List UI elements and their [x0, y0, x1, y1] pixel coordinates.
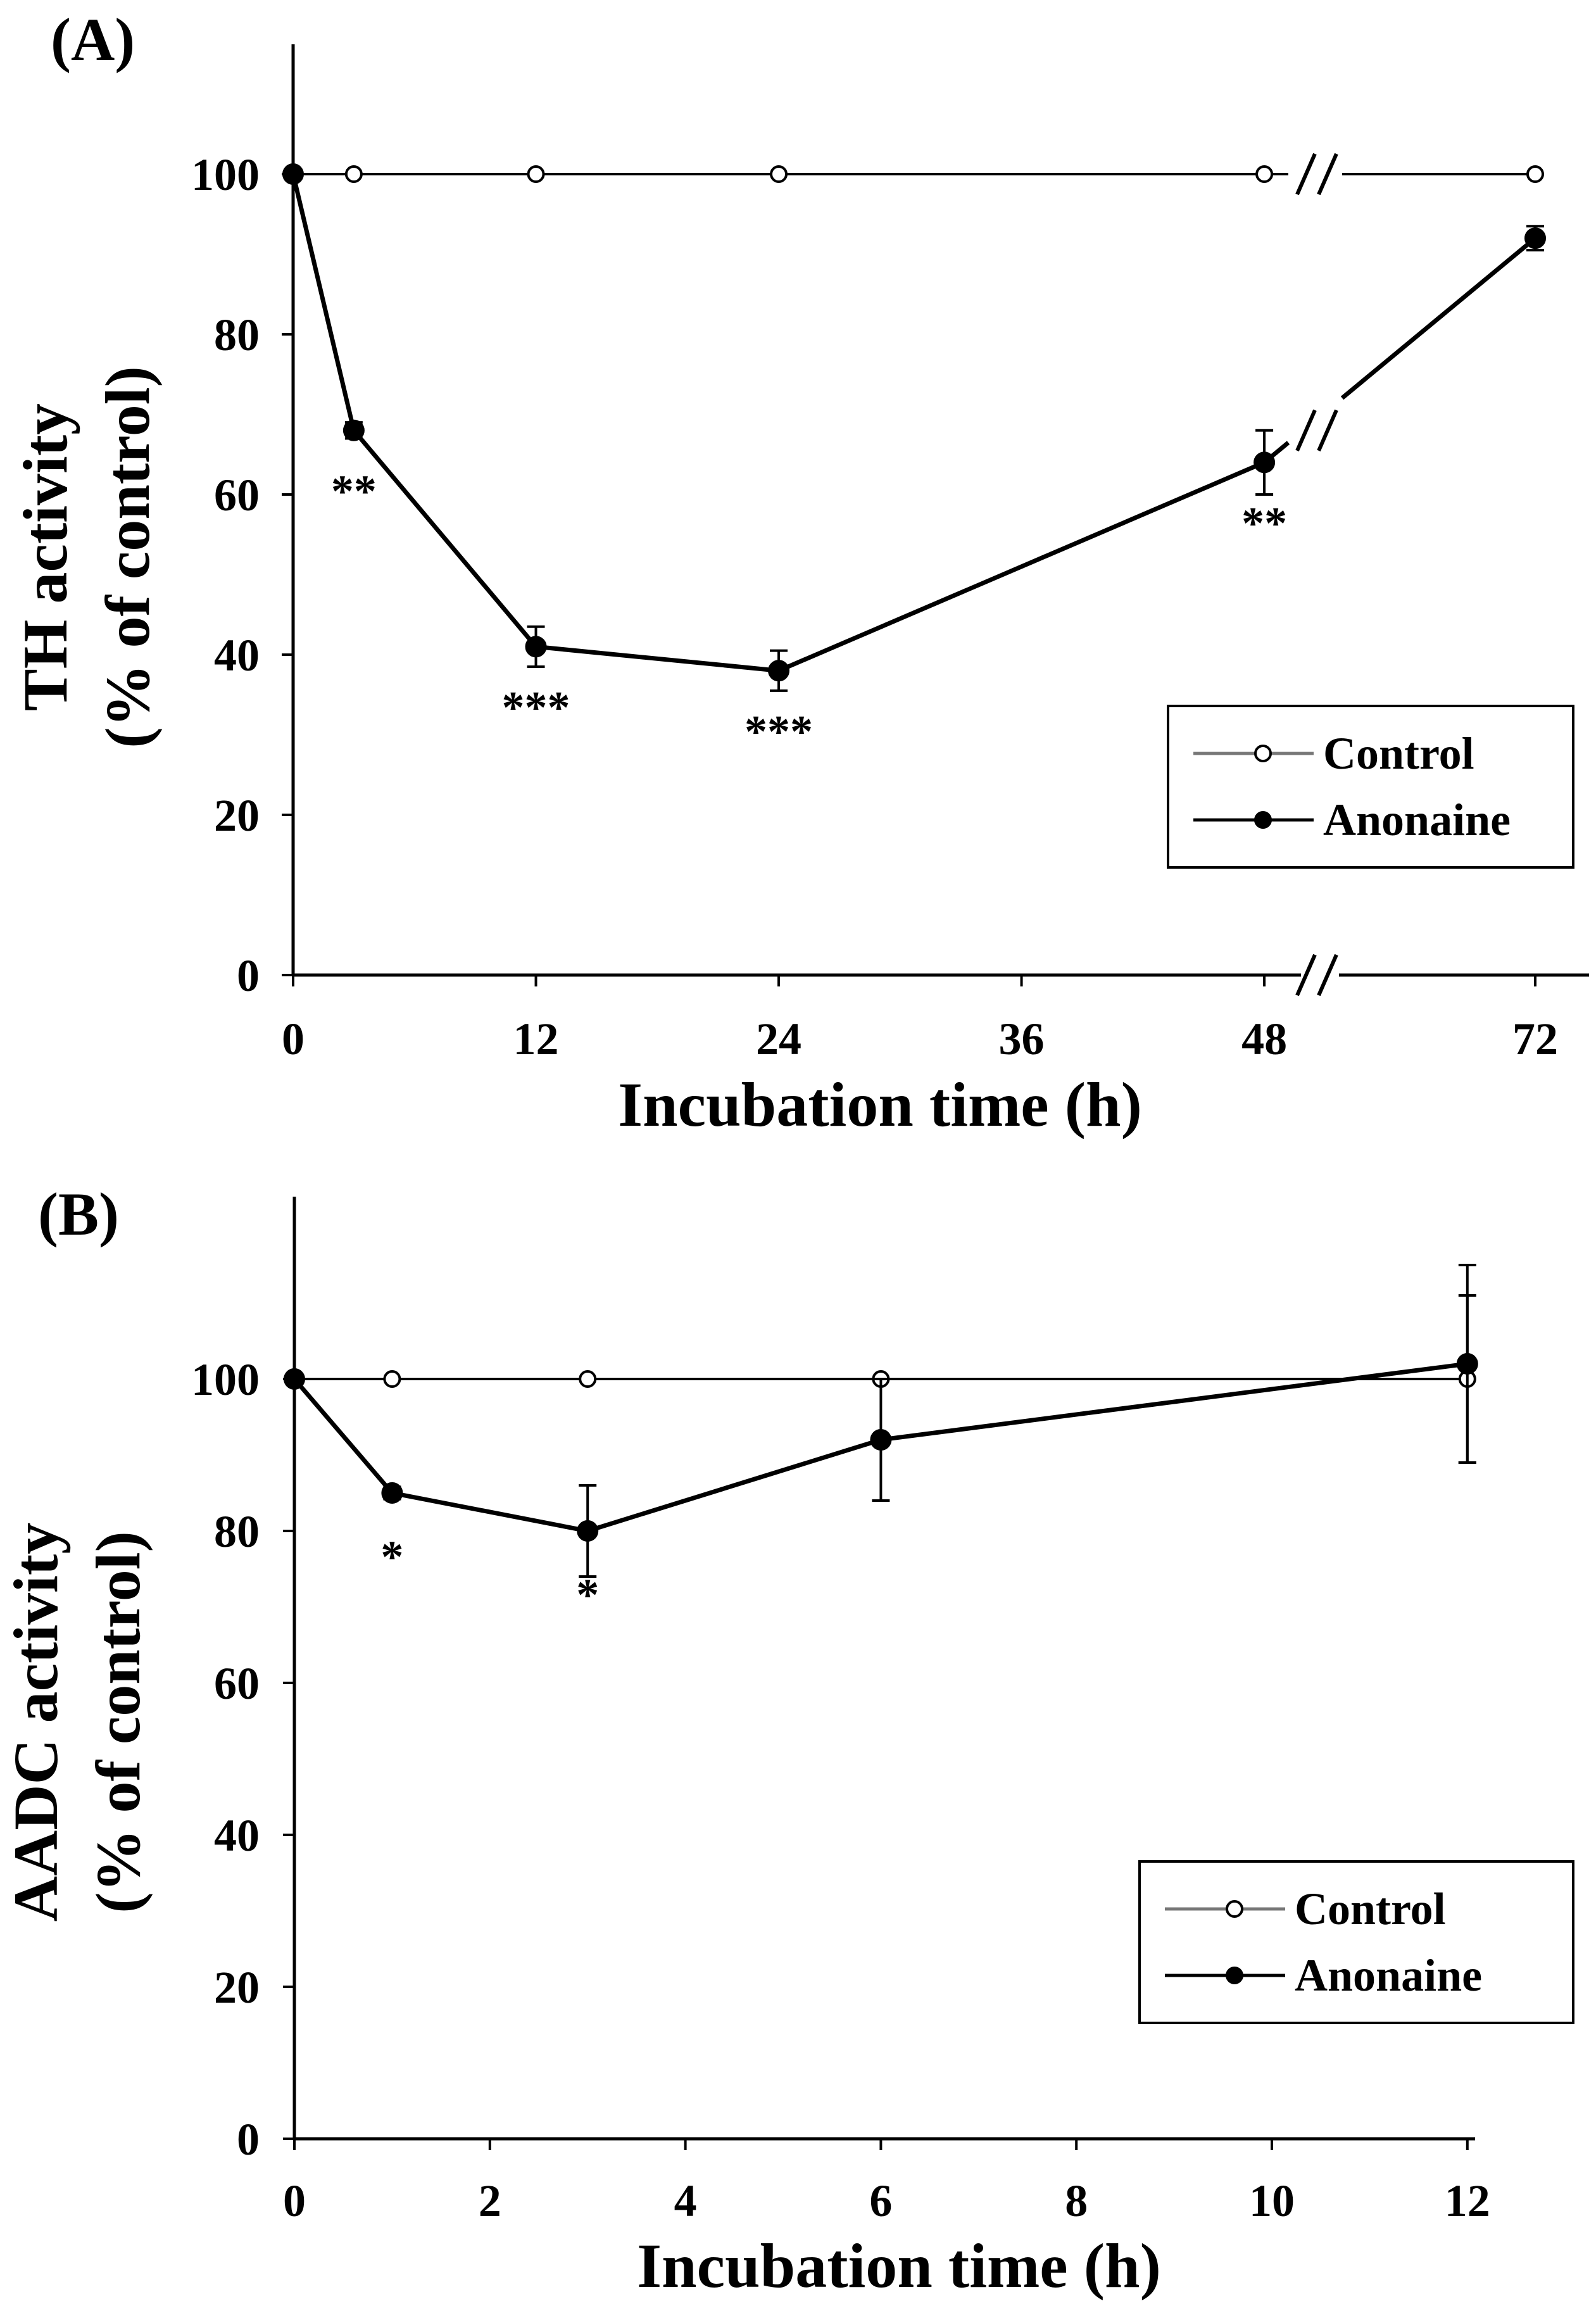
panel-a-axis-break-mark	[1295, 153, 1317, 196]
panel-b-series-anonaine-point	[381, 1482, 403, 1504]
panel-a-axis-break-mark	[1317, 153, 1338, 196]
panel-a-series-control-point	[1255, 165, 1274, 183]
panel-b-x-tick-label: 4	[674, 2176, 697, 2226]
panel-b-legend-swatch-marker	[1226, 1900, 1243, 1918]
panel-b-significance-label: *	[576, 1570, 599, 1620]
panel-a-label: (A)	[51, 6, 135, 73]
panel-b-series-anonaine-point	[870, 1429, 892, 1451]
panel-b-x-tick-label: 0	[283, 2176, 306, 2226]
panel-b-legend-label: Control	[1295, 1884, 1446, 1934]
panel-b-plot: 0 20 40 60 80 100 0 2 4 6 8 10 12 * * Control Anonaine	[191, 1197, 1574, 2226]
panel-b-series-control-point	[579, 1370, 597, 1388]
panel-b-y-axis-title-line1: AADC activity	[1, 1523, 71, 1922]
panel-a-axis-break-mark	[1295, 954, 1317, 997]
panel-a-series-control-point	[344, 165, 363, 183]
panel-a-x-tick-label: 48	[1241, 1014, 1287, 1064]
panel-b-series-anonaine-point	[284, 1368, 305, 1390]
panel-b-x-tick-label: 2	[479, 2176, 501, 2226]
panel-b-y-tick-label: 60	[214, 1658, 260, 1709]
panel-b-y-axis-title-line2: (% of control)	[83, 1531, 153, 1913]
panel-b-x-tick-label: 12	[1445, 2176, 1490, 2226]
panel-a-y-axis-title-line2: (% of control)	[92, 366, 163, 748]
panel-b-legend-swatch-marker	[1226, 1967, 1243, 1984]
panel-b-label: (B)	[38, 1180, 119, 1248]
panel-a-series-anonaine-point	[525, 636, 547, 658]
panel-a-y-tick-label: 40	[214, 630, 260, 681]
panel-a-y-tick-label: 60	[214, 470, 260, 520]
panel-b-x-tick-label: 6	[869, 2176, 892, 2226]
panel-a-y-tick-label: 100	[191, 149, 260, 200]
panel-a-y-tick-label: 80	[214, 310, 260, 360]
panel-a-series-control-point	[1526, 165, 1544, 183]
panel-a-axis-break-mark	[1317, 954, 1338, 997]
panel-a-y-tick-label: 20	[214, 790, 260, 841]
panel-a-series-anonaine-line	[291, 173, 1537, 673]
panel-a-x-tick-label: 24	[756, 1014, 801, 1064]
panel-b-y-tick-label: 80	[214, 1506, 260, 1557]
panel-a-legend-label: Control	[1323, 728, 1474, 779]
panel-a-x-tick-label: 36	[999, 1014, 1045, 1064]
panel-a-series-anonaine-point	[282, 163, 304, 185]
panel-a-axis-break-mark	[1317, 409, 1338, 452]
panel-b-y-tick-label: 20	[214, 1962, 260, 2013]
panel-b-y-tick-label: 100	[191, 1354, 260, 1405]
panel-b-y-tick-label: 40	[214, 1810, 260, 1861]
panel-a-significance-label: ***	[502, 682, 570, 733]
panel-a-legend-box	[1167, 705, 1574, 869]
panel-b-series-anonaine-point	[577, 1520, 599, 1542]
panel-b-series-control-point	[383, 1370, 401, 1388]
panel-a-significance-label: **	[331, 466, 377, 517]
panel-a-x-axis-title: Incubation time (h)	[618, 1069, 1142, 1140]
panel-a-significance-label: ***	[745, 706, 813, 757]
panel-a-series-anonaine-point	[768, 660, 790, 682]
panel-a-axis-break-mark	[1295, 409, 1317, 452]
panel-a-x-tick-label: 12	[513, 1014, 559, 1064]
panel-b-series-anonaine-point	[1456, 1353, 1478, 1375]
panel-a-series-anonaine-point	[342, 419, 365, 441]
panel-b-legend-label: Anonaine	[1295, 1950, 1482, 2001]
panel-a-series-anonaine-point	[1524, 227, 1546, 249]
panel-b-legend-box	[1138, 1860, 1574, 2024]
panel-a-legend-swatch-marker	[1254, 745, 1272, 762]
panel-a-significance-label: **	[1241, 498, 1287, 548]
panel-a-y-axis-title-line1: TH activity	[10, 403, 80, 711]
panel-b-x-axis-title: Incubation time (h)	[637, 2231, 1161, 2301]
panel-a-x-tick-label: 72	[1512, 1014, 1558, 1064]
panel-a-series-control-point	[527, 165, 545, 183]
panel-a-x-tick-label: 0	[282, 1014, 305, 1064]
panel-a-series-anonaine-point	[1254, 451, 1276, 474]
panel-b-significance-label: *	[380, 1532, 403, 1582]
panel-b-x-tick-label: 8	[1065, 2176, 1088, 2226]
panel-b-x-tick-label: 10	[1249, 2176, 1295, 2226]
panel-b-y-tick-label: 0	[237, 2114, 260, 2165]
panel-a-legend-label: Anonaine	[1323, 795, 1511, 845]
panel-a-legend-swatch-marker	[1254, 811, 1272, 829]
panel-a-series-control-point	[770, 165, 788, 183]
panel-a-y-tick-label: 0	[237, 950, 260, 1001]
